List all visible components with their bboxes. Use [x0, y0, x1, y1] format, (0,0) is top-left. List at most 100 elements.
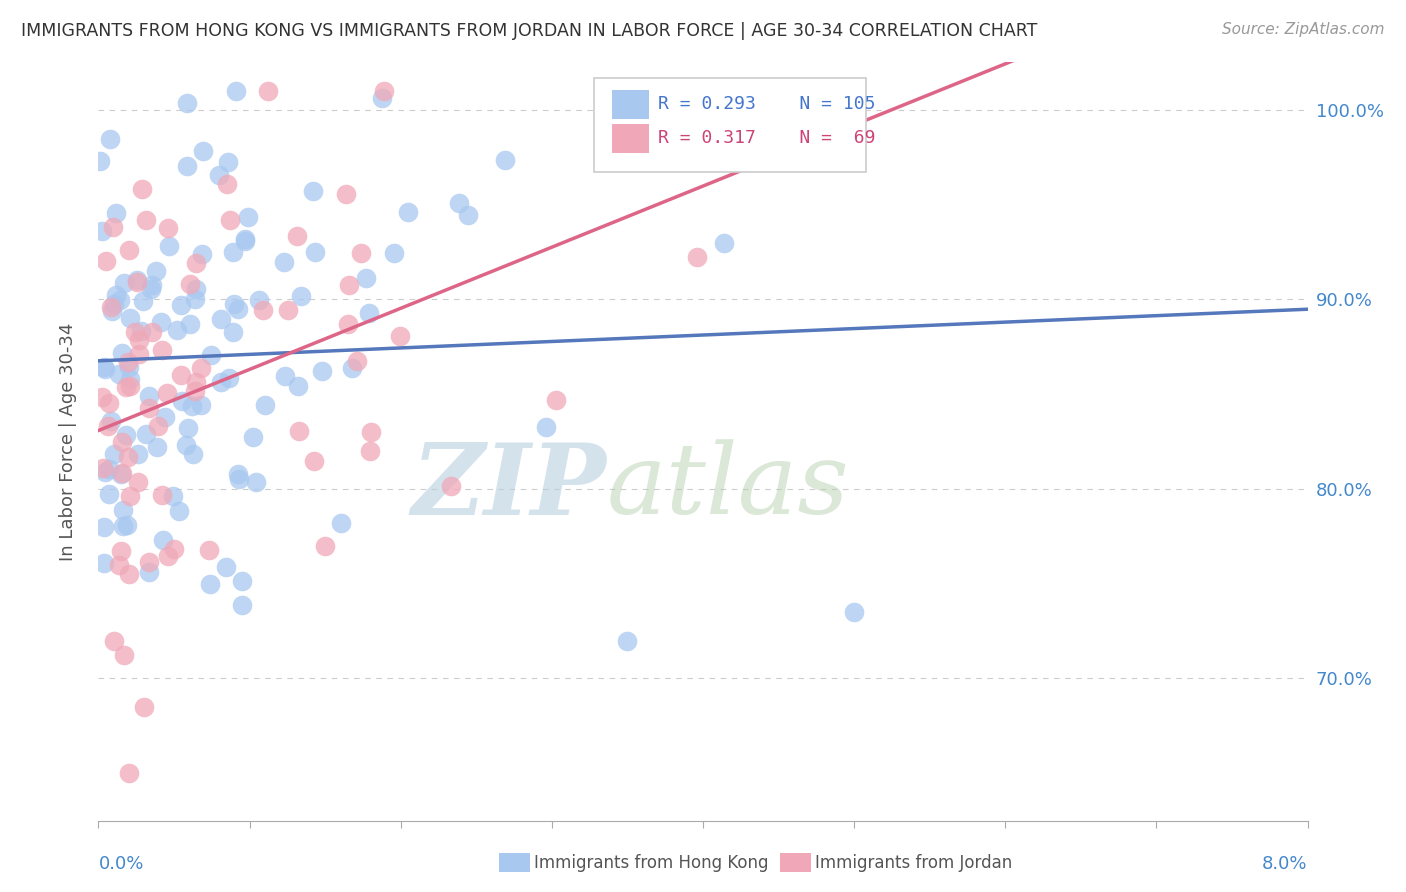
- Point: [157, 221, 180, 235]
- Point: [360, 444, 382, 458]
- Point: [218, 371, 240, 385]
- Point: [115, 518, 138, 533]
- Point: [93, 520, 115, 534]
- Point: [146, 440, 169, 454]
- Point: [127, 272, 149, 286]
- Point: [90, 224, 112, 238]
- Point: [157, 549, 180, 563]
- Point: [184, 282, 207, 296]
- Point: [184, 292, 207, 306]
- Point: [103, 633, 125, 648]
- Point: [110, 544, 132, 558]
- Point: [360, 425, 382, 439]
- Point: [115, 380, 138, 394]
- Point: [221, 244, 243, 259]
- Point: [304, 245, 326, 260]
- Point: [139, 281, 162, 295]
- Point: [222, 325, 245, 339]
- Text: 8.0%: 8.0%: [1263, 855, 1308, 872]
- Point: [146, 419, 169, 434]
- Text: Source: ZipAtlas.com: Source: ZipAtlas.com: [1222, 22, 1385, 37]
- Point: [233, 234, 256, 248]
- Point: [101, 219, 124, 234]
- Bar: [613, 124, 648, 153]
- Point: [120, 489, 142, 503]
- Point: [97, 419, 120, 434]
- Point: [728, 84, 751, 98]
- Point: [342, 360, 364, 375]
- Point: [290, 289, 312, 303]
- Point: [288, 425, 311, 439]
- Point: [226, 302, 249, 317]
- Point: [103, 296, 125, 310]
- Point: [277, 303, 299, 318]
- Point: [257, 84, 280, 98]
- Point: [135, 212, 157, 227]
- Point: [111, 346, 134, 360]
- Point: [225, 84, 247, 98]
- Point: [388, 329, 411, 343]
- Point: [190, 398, 212, 412]
- Point: [287, 379, 309, 393]
- Point: [91, 461, 114, 475]
- Point: [238, 210, 260, 224]
- Point: [111, 435, 134, 450]
- Point: [131, 182, 153, 196]
- Point: [169, 504, 191, 518]
- Point: [252, 302, 274, 317]
- Point: [302, 454, 325, 468]
- Point: [329, 516, 352, 531]
- Point: [100, 414, 122, 428]
- Point: [440, 479, 463, 493]
- Point: [118, 766, 141, 780]
- Point: [208, 168, 231, 182]
- Point: [180, 399, 202, 413]
- Point: [658, 98, 681, 112]
- Point: [97, 462, 120, 476]
- Point: [546, 392, 568, 407]
- Text: 0.0%: 0.0%: [98, 855, 143, 872]
- Point: [209, 375, 232, 389]
- Point: [447, 195, 470, 210]
- Point: [138, 566, 160, 580]
- Point: [713, 236, 735, 251]
- Point: [247, 293, 270, 307]
- Point: [115, 428, 138, 442]
- Point: [94, 254, 117, 268]
- Point: [114, 648, 136, 663]
- Point: [155, 410, 177, 425]
- Point: [495, 153, 517, 167]
- Point: [336, 317, 359, 331]
- Point: [233, 232, 256, 246]
- Point: [100, 300, 122, 314]
- Point: [209, 312, 232, 326]
- Point: [105, 206, 128, 220]
- Text: ZIP: ZIP: [412, 439, 606, 535]
- Point: [396, 204, 419, 219]
- Point: [103, 447, 125, 461]
- Point: [224, 297, 246, 311]
- Point: [118, 567, 141, 582]
- Point: [190, 360, 212, 375]
- Point: [191, 246, 214, 260]
- Point: [217, 177, 239, 191]
- Text: R = 0.317    N =  69: R = 0.317 N = 69: [658, 129, 876, 147]
- Point: [138, 401, 160, 416]
- Point: [176, 96, 198, 111]
- Point: [108, 367, 131, 381]
- Point: [117, 355, 139, 369]
- Point: [457, 208, 479, 222]
- Point: [128, 333, 150, 347]
- Point: [100, 304, 122, 318]
- Point: [231, 598, 253, 612]
- Point: [93, 556, 115, 570]
- Point: [254, 398, 277, 412]
- Point: [686, 250, 709, 264]
- Point: [215, 559, 238, 574]
- Point: [145, 263, 167, 277]
- Point: [156, 385, 179, 400]
- Point: [273, 369, 295, 384]
- Point: [108, 558, 131, 573]
- Point: [350, 246, 373, 260]
- Point: [179, 277, 201, 291]
